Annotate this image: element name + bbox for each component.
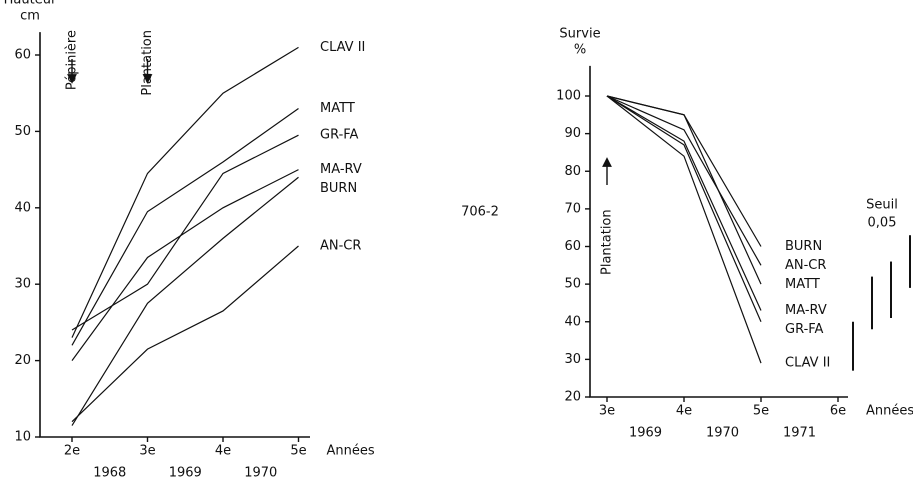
series-line	[606, 95, 762, 311]
y-tick-label: 60	[564, 239, 581, 254]
y-tick-label: 30	[564, 352, 581, 367]
y-tick-label: 10	[14, 430, 31, 445]
y-tick-label: 60	[14, 48, 31, 63]
series-label: MA-RV	[785, 303, 827, 318]
x-tick-label: 4e	[215, 444, 231, 459]
threshold-label: Seuil	[866, 198, 898, 213]
series-label: CLAV II	[320, 40, 365, 55]
y-axis-unit: cm	[20, 9, 40, 24]
y-axis-label: Survie	[559, 26, 600, 41]
series-line	[606, 95, 762, 266]
y-tick-label: 100	[556, 89, 581, 104]
year-label: 1970	[244, 466, 277, 481]
year-label: 1968	[93, 466, 126, 481]
y-tick-label: 40	[14, 200, 31, 215]
year-label: 1969	[629, 426, 662, 441]
figure-id: 706-2	[461, 205, 499, 220]
x-axis-label: Années	[327, 444, 375, 459]
series-label: MATT	[785, 277, 820, 292]
y-axis	[589, 65, 848, 398]
x-tick-label: 4e	[676, 404, 692, 419]
x-tick-label: 2e	[64, 444, 80, 459]
series-line	[606, 95, 762, 364]
annotation: Plantation	[600, 209, 615, 275]
series-line	[71, 46, 299, 338]
series-label: MA-RV	[320, 162, 362, 177]
y-axis	[39, 32, 310, 438]
series-line	[71, 134, 299, 331]
series-label: GR-FA	[320, 128, 359, 143]
y-tick-label: 50	[14, 124, 31, 139]
y-tick-label: 20	[14, 353, 31, 368]
series-line	[71, 245, 299, 423]
series-label: BURN	[320, 181, 357, 196]
y-tick-label: 40	[564, 314, 581, 329]
y-tick-label: 50	[564, 277, 581, 292]
y-tick-label: 70	[564, 201, 581, 216]
year-label: 1971	[783, 426, 816, 441]
y-tick-label: 90	[564, 126, 581, 141]
y-tick-label: 80	[564, 164, 581, 179]
series-label: AN-CR	[785, 258, 826, 273]
y-tick-label: 20	[564, 390, 581, 405]
x-tick-label: 6e	[830, 404, 846, 419]
series-label: CLAV II	[785, 356, 830, 371]
year-label: 1970	[706, 426, 739, 441]
y-axis-unit: %	[574, 42, 586, 57]
series-line	[606, 95, 762, 322]
x-tick-label: 3e	[139, 444, 155, 459]
y-tick-label: 30	[14, 277, 31, 292]
x-axis-label: Années	[866, 404, 913, 419]
series-line	[71, 107, 299, 346]
series-line	[71, 176, 299, 426]
x-tick-label: 3e	[599, 404, 615, 419]
series-label: BURN	[785, 239, 822, 254]
series-line	[606, 95, 762, 285]
threshold-value: 0,05	[868, 216, 897, 231]
x-tick-label: 5e	[290, 444, 306, 459]
series-label: MATT	[320, 101, 355, 116]
series-label: AN-CR	[320, 239, 361, 254]
series-line	[71, 169, 299, 361]
series-label: GR-FA	[785, 322, 824, 337]
year-label: 1969	[169, 466, 202, 481]
x-tick-label: 5e	[753, 404, 769, 419]
y-axis-label: Hauteur	[4, 0, 57, 8]
